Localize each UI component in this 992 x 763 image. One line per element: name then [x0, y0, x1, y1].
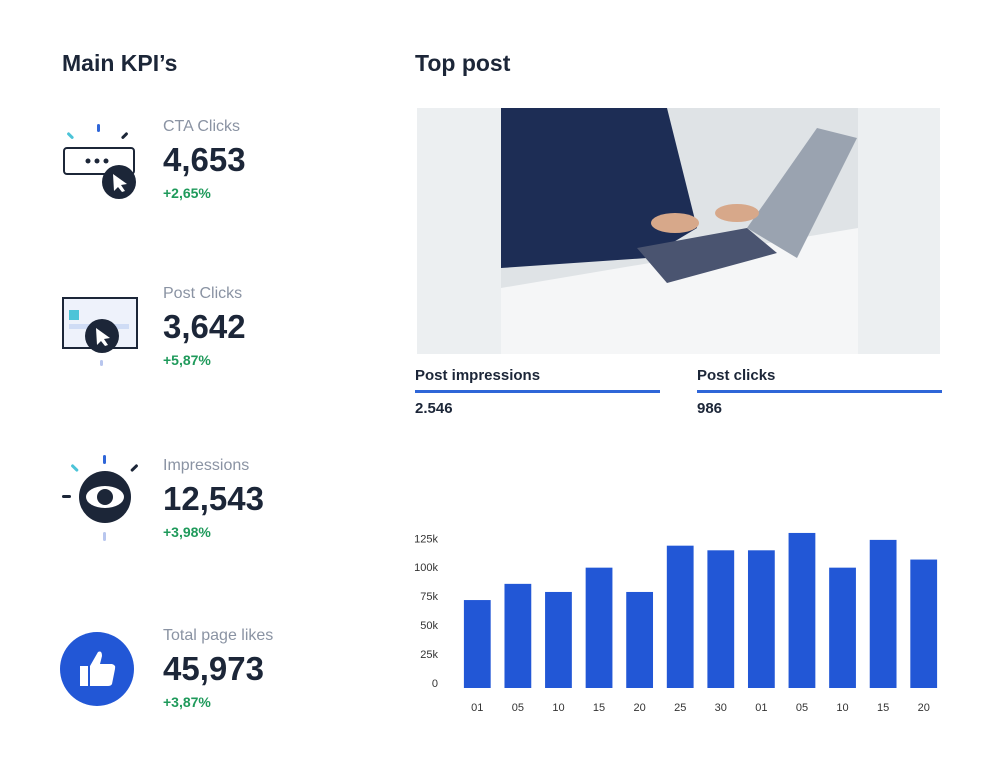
x-tick-label: 15	[593, 702, 605, 714]
x-tick-label: 25	[674, 702, 686, 714]
kpi-label: Post Clicks	[163, 285, 243, 302]
bar	[869, 539, 897, 688]
x-tick-label: 20	[918, 702, 930, 714]
x-tick-label: 01	[755, 702, 767, 714]
x-tick-label: 15	[877, 702, 889, 714]
metric-underline	[697, 390, 942, 393]
x-tick-label: 10	[836, 702, 848, 714]
kpi-value: 45,973	[163, 650, 264, 687]
x-tick-label: 01	[471, 702, 483, 714]
kpi-title: Main KPI’s	[62, 50, 178, 76]
bar	[545, 591, 572, 688]
metric-value: 986	[697, 400, 723, 417]
bar	[585, 567, 613, 688]
kpi-label: Total page likes	[163, 627, 274, 644]
bar	[829, 567, 856, 688]
y-tick-label: 0	[432, 678, 438, 690]
x-tick-label: 30	[715, 702, 727, 714]
kpi-change: +3,98%	[163, 524, 211, 540]
bar	[910, 559, 938, 688]
bar	[747, 550, 775, 688]
cta-icon	[63, 124, 136, 199]
y-tick-label: 75k	[420, 591, 438, 603]
x-tick-label: 10	[552, 702, 564, 714]
bar	[626, 591, 654, 688]
x-tick-label: 20	[634, 702, 646, 714]
bar	[666, 545, 694, 688]
x-tick-label: 05	[796, 702, 808, 714]
kpi-change: +5,87%	[163, 352, 211, 368]
kpi-value: 4,653	[163, 141, 246, 178]
kpi-label: CTA Clicks	[163, 118, 241, 135]
top-post-title: Top post	[415, 50, 511, 76]
metric-value: 2.546	[415, 400, 453, 417]
post-icon	[62, 297, 138, 366]
metric-label: Post impressions	[415, 367, 541, 384]
kpi-change: +3,87%	[163, 694, 211, 710]
kpi-value: 3,642	[163, 308, 246, 345]
likes-icon	[60, 632, 134, 706]
y-tick-label: 100k	[414, 562, 438, 574]
top-post-image	[417, 108, 940, 354]
y-tick-label: 125k	[414, 533, 438, 545]
y-tick-label: 50k	[420, 620, 438, 632]
kpi-change: +2,65%	[163, 185, 211, 201]
bar	[707, 550, 735, 688]
impressions-icon	[62, 455, 138, 541]
kpi-value: 12,543	[163, 480, 264, 517]
metric-label: Post clicks	[697, 367, 776, 384]
metric-underline	[415, 390, 660, 393]
y-tick-label: 25k	[420, 649, 438, 661]
bar	[463, 600, 491, 688]
bar	[504, 583, 532, 688]
bar	[788, 532, 816, 688]
kpi-label: Impressions	[163, 457, 250, 474]
x-tick-label: 05	[512, 702, 524, 714]
